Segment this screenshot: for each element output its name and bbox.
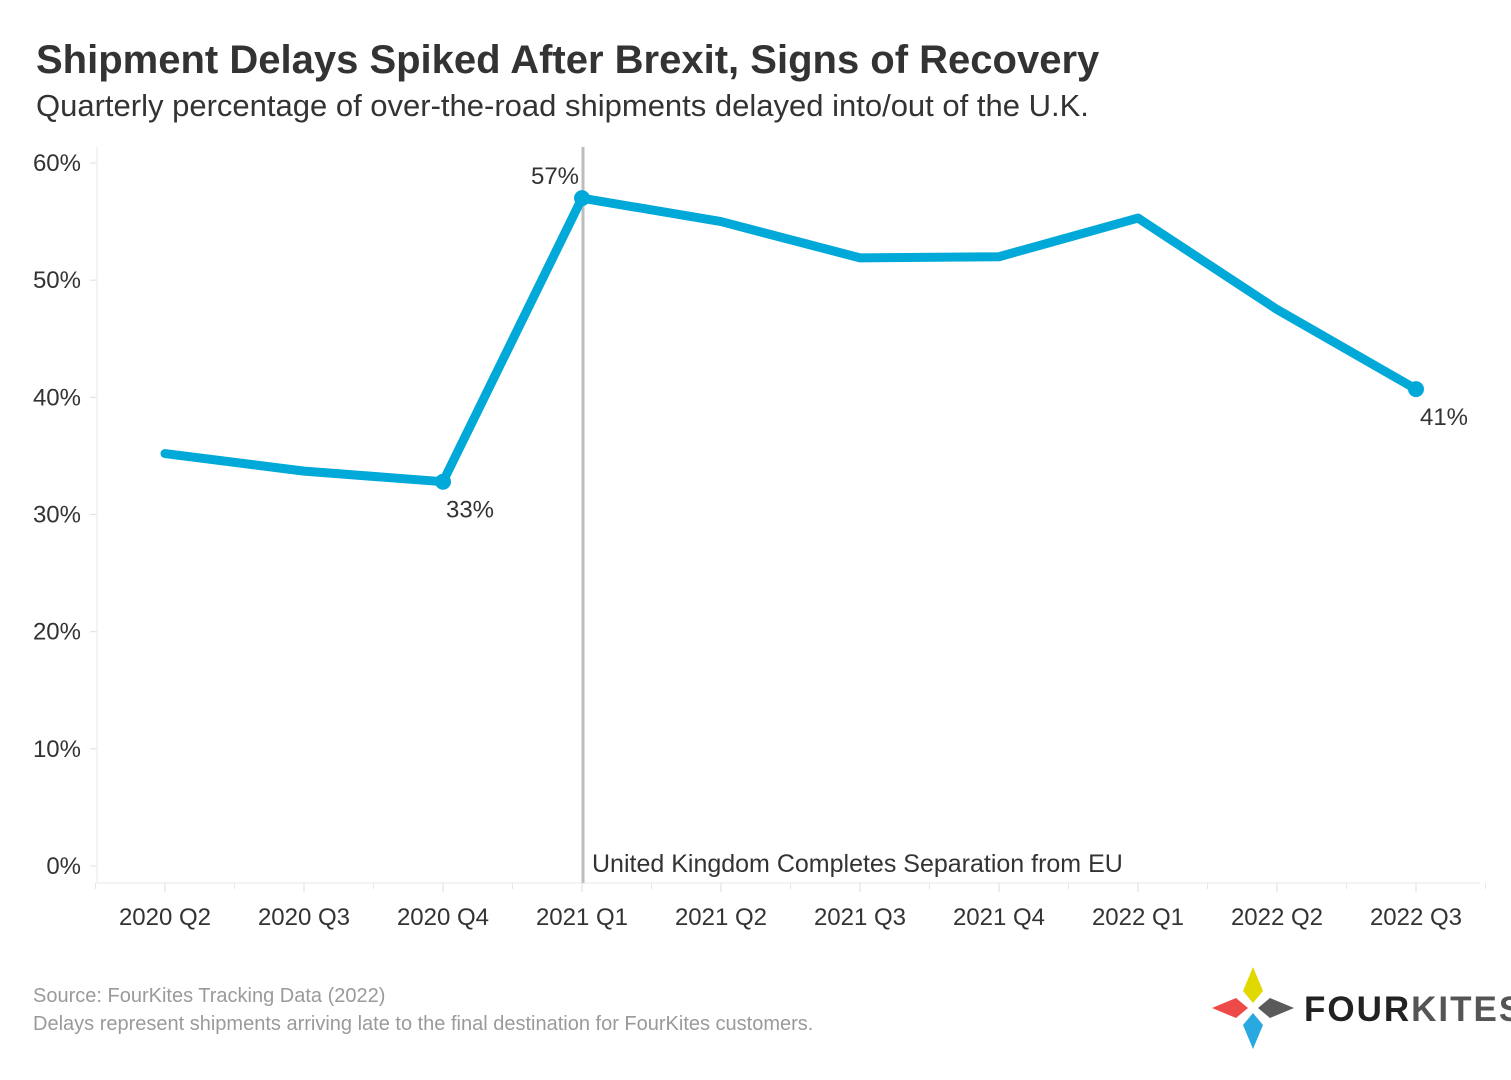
- x-tick-label: 2021 Q3: [814, 904, 906, 931]
- y-tick-label: 30%: [33, 502, 81, 529]
- chart-title: Shipment Delays Spiked After Brexit, Sig…: [36, 38, 1100, 82]
- x-tick-label: 2021 Q4: [953, 904, 1045, 931]
- y-tick-label: 0%: [46, 853, 81, 880]
- data-point: [435, 473, 451, 490]
- y-tick-label: 20%: [33, 619, 81, 646]
- separation-annotation: United Kingdom Completes Separation from…: [592, 850, 1123, 878]
- data-point: [1408, 381, 1424, 398]
- x-tick-label: 2021 Q2: [675, 904, 767, 931]
- logo-kite-top: [1243, 967, 1263, 1003]
- fourkites-logo: FOURKITES: [1212, 967, 1511, 1049]
- fourkites-logo-mark: [1212, 967, 1294, 1049]
- data-labels: 33% 57% 41%: [435, 163, 1468, 524]
- series: [160, 193, 1421, 487]
- data-point: [574, 190, 590, 207]
- separation-marker: United Kingdom Completes Separation from…: [581, 147, 1123, 883]
- y-tick-label: 50%: [33, 267, 81, 294]
- x-axis: 2020 Q2 2020 Q3 2020 Q4 2021 Q1 2021 Q2 2021 …: [95, 882, 1486, 931]
- y-axis: 0% 10% 20% 30% 40% 50% 60%: [33, 147, 98, 883]
- logo-kite-right: [1258, 998, 1294, 1018]
- x-tick-label: 2020 Q2: [119, 904, 211, 931]
- x-tick-label: 2022 Q2: [1231, 904, 1323, 931]
- x-tick-label: 2020 Q4: [397, 904, 489, 931]
- data-label: 57%: [531, 163, 579, 190]
- logo-kite-bottom: [1243, 1013, 1263, 1049]
- series-line: [160, 193, 1421, 487]
- x-tick-label: 2022 Q1: [1092, 904, 1184, 931]
- x-tick-label: 2022 Q3: [1370, 904, 1462, 931]
- y-tick-label: 60%: [33, 150, 81, 177]
- data-label: 33%: [446, 497, 494, 524]
- x-tick-label: 2021 Q1: [536, 904, 628, 931]
- logo-kite-left: [1212, 998, 1248, 1018]
- logo-text-kites: KITES: [1411, 990, 1511, 1029]
- y-tick-label: 10%: [33, 736, 81, 763]
- x-tick-label: 2020 Q3: [258, 904, 350, 931]
- logo-wordmark: FOURKITES: [1304, 990, 1511, 1030]
- footnote: Delays represent shipments arriving late…: [33, 1013, 814, 1035]
- chart-subtitle: Quarterly percentage of over-the-road sh…: [36, 88, 1089, 123]
- source-note: Source: FourKites Tracking Data (2022): [33, 985, 386, 1007]
- line-chart: 0%10%20%30%40%50%60% 2020 Q2 2020 Q3 2020 …: [33, 147, 1486, 931]
- data-label: 41%: [1420, 404, 1468, 431]
- logo-text-four: FOUR: [1304, 990, 1412, 1029]
- y-tick-label: 40%: [33, 384, 81, 411]
